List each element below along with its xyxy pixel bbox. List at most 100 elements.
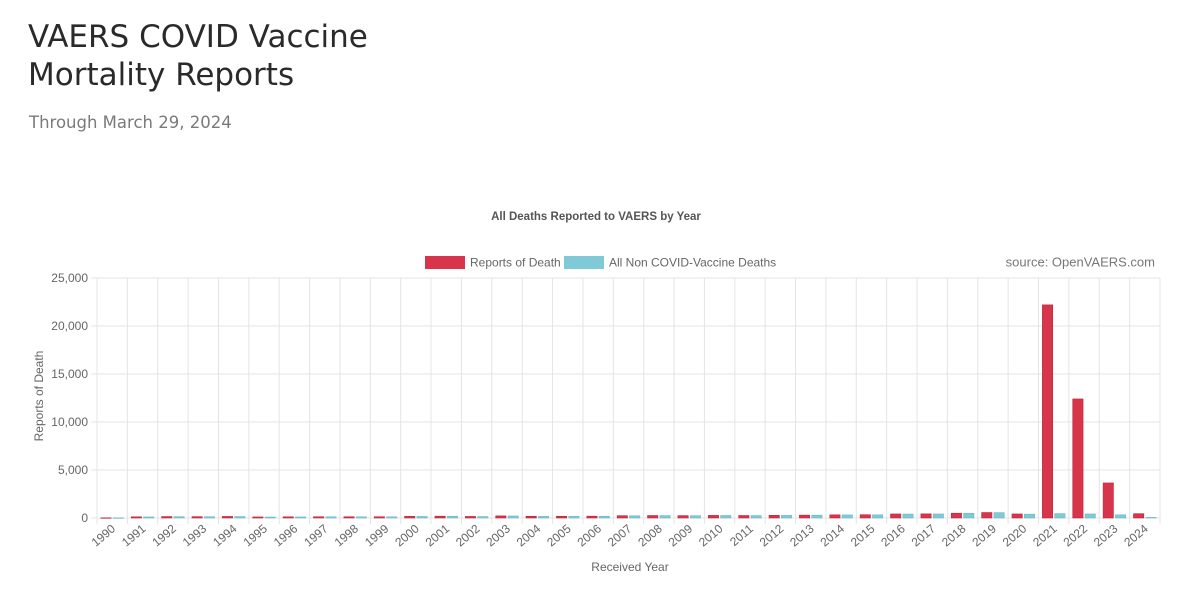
bar-death-2003[interactable] <box>495 515 507 519</box>
bar-non-covid-2022[interactable] <box>1084 513 1096 519</box>
x-tick-label: 2024 <box>1121 521 1151 549</box>
bar-non-covid-2017[interactable] <box>932 513 944 519</box>
bar-non-covid-1995[interactable] <box>264 516 276 519</box>
bar-non-covid-2021[interactable] <box>1054 513 1066 519</box>
x-tick-label: 2008 <box>635 521 665 549</box>
x-tick-label: 2022 <box>1061 521 1091 549</box>
bar-non-covid-2018[interactable] <box>963 512 975 519</box>
x-tick-label: 2007 <box>605 521 635 549</box>
x-tick-label: 2001 <box>423 521 453 549</box>
bar-non-covid-2012[interactable] <box>781 515 792 519</box>
bar-death-1998[interactable] <box>343 516 355 519</box>
x-tick-label: 2010 <box>696 521 726 549</box>
bar-non-covid-2002[interactable] <box>477 516 489 519</box>
bar-non-covid-2000[interactable] <box>416 516 428 519</box>
bar-non-covid-2024[interactable] <box>1145 517 1157 519</box>
bar-death-1995[interactable] <box>252 516 264 519</box>
bar-non-covid-2011[interactable] <box>750 515 762 519</box>
bar-death-1996[interactable] <box>282 516 294 519</box>
bar-non-covid-1996[interactable] <box>295 516 307 519</box>
bar-death-2023[interactable] <box>1102 482 1114 519</box>
x-tick-label: 2000 <box>392 521 422 549</box>
x-tick-label: 1994 <box>210 521 240 549</box>
x-tick-label: 2014 <box>818 521 848 549</box>
x-tick-label: 1998 <box>332 521 362 549</box>
bar-non-covid-2001[interactable] <box>446 515 458 519</box>
bar-non-covid-1998[interactable] <box>355 516 367 519</box>
bar-death-2007[interactable] <box>616 515 628 519</box>
bar-non-covid-1991[interactable] <box>143 516 155 519</box>
bar-non-covid-2008[interactable] <box>659 515 671 519</box>
x-tick-label: 2011 <box>727 521 756 549</box>
x-tick-label: 1999 <box>362 521 392 549</box>
legend-swatch-death[interactable] <box>425 256 465 269</box>
grid-layer <box>91 277 1161 524</box>
x-tick-label: 1996 <box>271 521 301 549</box>
bar-non-covid-1992[interactable] <box>173 516 185 519</box>
bar-non-covid-1990[interactable] <box>112 517 124 519</box>
x-tick-label: 2017 <box>909 521 939 549</box>
chart-title: All Deaths Reported to VAERS by Year <box>491 211 701 223</box>
bar-death-2019[interactable] <box>981 512 993 519</box>
bar-non-covid-2014[interactable] <box>841 514 853 519</box>
bar-death-2008[interactable] <box>647 515 659 519</box>
bar-non-covid-2009[interactable] <box>689 515 701 519</box>
bar-death-2015[interactable] <box>859 514 871 519</box>
bar-death-2017[interactable] <box>920 513 932 519</box>
bar-death-2002[interactable] <box>465 516 476 519</box>
bar-death-1993[interactable] <box>191 516 203 519</box>
bar-non-covid-2010[interactable] <box>720 515 732 519</box>
bar-death-2022[interactable] <box>1072 398 1084 519</box>
bar-non-covid-2013[interactable] <box>811 514 823 519</box>
bar-non-covid-2019[interactable] <box>993 512 1005 519</box>
bar-death-2013[interactable] <box>799 514 811 519</box>
bar-death-1990[interactable] <box>100 517 112 519</box>
bar-non-covid-2007[interactable] <box>629 515 641 519</box>
bar-non-covid-2020[interactable] <box>1024 513 1035 519</box>
bar-death-1991[interactable] <box>130 516 142 519</box>
bar-death-2011[interactable] <box>738 515 750 519</box>
bar-non-covid-2015[interactable] <box>872 514 884 519</box>
bar-death-2006[interactable] <box>586 515 598 519</box>
x-tick-label: 1990 <box>89 521 119 549</box>
x-tick-label: 1993 <box>180 521 210 549</box>
bar-non-covid-2004[interactable] <box>538 516 550 519</box>
legend-label-non-covid[interactable]: All Non COVID-Vaccine Deaths <box>609 256 776 270</box>
bar-death-2020[interactable] <box>1011 513 1023 519</box>
bar-death-2014[interactable] <box>829 514 841 519</box>
bar-non-covid-1993[interactable] <box>204 516 215 519</box>
bar-death-2018[interactable] <box>950 512 962 519</box>
bar-death-2009[interactable] <box>677 515 689 519</box>
bar-death-2024[interactable] <box>1133 513 1145 519</box>
x-tick-label: 1991 <box>119 521 149 549</box>
bar-death-1994[interactable] <box>222 516 233 519</box>
bar-death-2012[interactable] <box>768 515 780 519</box>
x-tick-label: 2013 <box>787 521 817 549</box>
bar-death-1992[interactable] <box>161 516 173 519</box>
bar-non-covid-2003[interactable] <box>507 515 519 519</box>
x-tick-label: 2005 <box>544 521 574 549</box>
bar-death-2001[interactable] <box>434 515 446 519</box>
bar-non-covid-2023[interactable] <box>1115 514 1127 519</box>
x-tick-label: 2018 <box>939 521 969 549</box>
legend-label-death[interactable]: Reports of Death <box>470 256 561 270</box>
bar-non-covid-1999[interactable] <box>386 516 398 519</box>
bar-death-1997[interactable] <box>313 516 325 519</box>
bar-death-2000[interactable] <box>404 516 416 519</box>
bar-non-covid-2005[interactable] <box>568 516 580 519</box>
bar-death-2010[interactable] <box>707 515 719 519</box>
y-tick-label: 5,000 <box>58 463 88 477</box>
bar-death-2016[interactable] <box>890 513 902 519</box>
bar-death-1999[interactable] <box>373 516 385 519</box>
legend-swatch-non-covid[interactable] <box>564 256 604 269</box>
bar-non-covid-1997[interactable] <box>325 516 337 519</box>
bar-death-2004[interactable] <box>525 515 537 519</box>
bar-non-covid-1994[interactable] <box>234 516 246 519</box>
bar-non-covid-2006[interactable] <box>598 515 610 519</box>
x-tick-label: 2015 <box>848 521 878 549</box>
bar-death-2021[interactable] <box>1042 304 1053 519</box>
page-subtitle: Through March 29, 2024 <box>29 113 232 132</box>
bar-non-covid-2016[interactable] <box>902 513 914 519</box>
bar-death-2005[interactable] <box>556 515 568 519</box>
